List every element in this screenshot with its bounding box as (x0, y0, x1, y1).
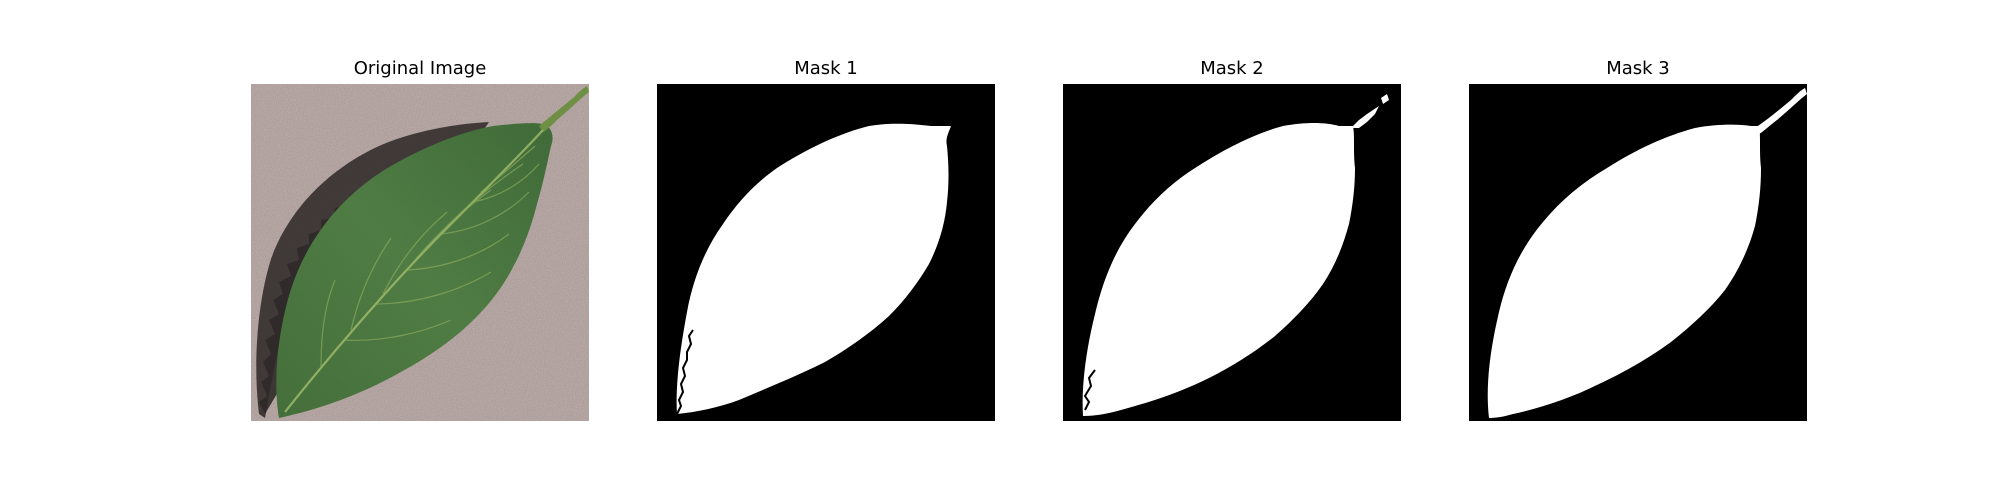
mask-3-image (1469, 84, 1807, 421)
mask-leaf-region (1082, 123, 1355, 416)
mask-leaf-region (676, 123, 951, 414)
panel-title: Original Image (353, 58, 487, 79)
leaf-midrib (284, 129, 544, 413)
panel-title: Mask 3 (1606, 58, 1670, 79)
panel-title: Mask 1 (794, 58, 858, 79)
panel-title: Mask 2 (1200, 58, 1264, 79)
leaf-shadow (256, 122, 489, 418)
mask-stem (1755, 88, 1807, 134)
original-leaf-photo (251, 84, 589, 421)
mask-1-image (657, 84, 995, 421)
mask-2-image (1063, 84, 1401, 421)
mask-stem-fragment (1351, 106, 1379, 128)
leaf-stem (539, 86, 589, 132)
mask-leaf-region (1487, 124, 1761, 419)
